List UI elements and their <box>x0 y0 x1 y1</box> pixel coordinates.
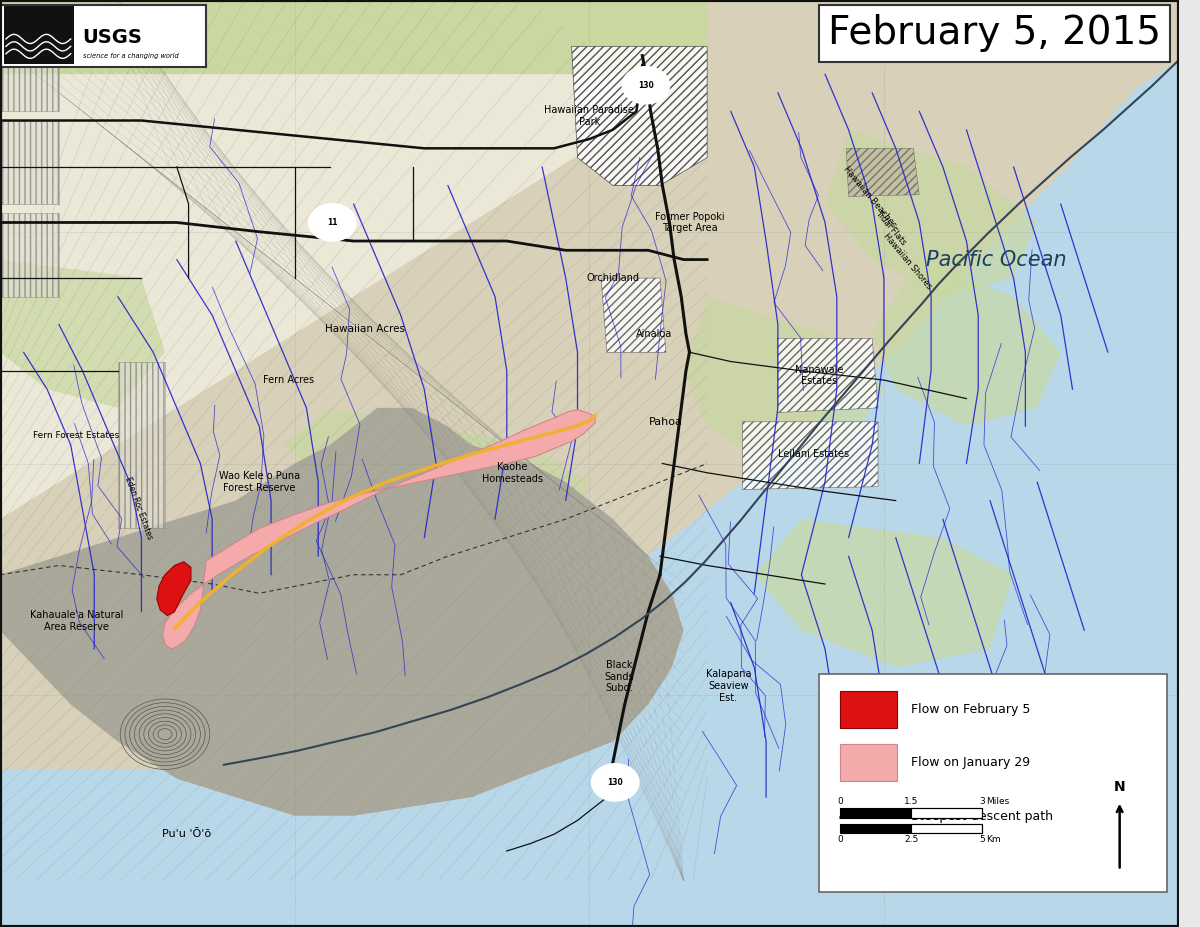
Bar <box>4 6 74 64</box>
Text: N: N <box>1114 781 1126 794</box>
Text: Pacific Ocean: Pacific Ocean <box>925 249 1067 270</box>
FancyBboxPatch shape <box>820 5 1170 62</box>
Polygon shape <box>0 260 166 408</box>
Polygon shape <box>826 130 1037 297</box>
Text: 2.5: 2.5 <box>904 835 918 844</box>
Text: Orchidland: Orchidland <box>587 273 640 283</box>
Bar <box>820 674 1166 892</box>
Text: Former Popoki
Target Area: Former Popoki Target Area <box>655 211 725 234</box>
Text: 11: 11 <box>328 218 337 227</box>
Polygon shape <box>846 148 919 197</box>
Text: Flow on January 29: Flow on January 29 <box>911 756 1030 769</box>
Polygon shape <box>163 410 595 649</box>
Bar <box>911 808 982 818</box>
Bar <box>840 824 982 833</box>
Text: Fern Forest Estates: Fern Forest Estates <box>34 431 120 440</box>
Text: Pahoa: Pahoa <box>649 417 683 426</box>
Text: Hawaiian Paradise
Park: Hawaiian Paradise Park <box>545 105 635 127</box>
Text: 3: 3 <box>979 797 985 806</box>
Text: Ainaloa: Ainaloa <box>636 329 672 338</box>
Polygon shape <box>0 408 684 816</box>
FancyBboxPatch shape <box>0 5 206 67</box>
Bar <box>840 824 911 833</box>
Text: 130: 130 <box>638 81 654 90</box>
Bar <box>0 121 59 204</box>
Polygon shape <box>743 422 878 489</box>
Text: 130: 130 <box>607 778 623 787</box>
Polygon shape <box>684 297 884 464</box>
Text: USGS: USGS <box>83 28 143 46</box>
Text: Kalapana
Seaview
Est.: Kalapana Seaview Est. <box>706 669 751 703</box>
Polygon shape <box>0 0 707 315</box>
Polygon shape <box>778 338 878 413</box>
Text: 0: 0 <box>838 797 844 806</box>
Text: Kahauale'a Natural
Area Reserve: Kahauale'a Natural Area Reserve <box>30 610 124 632</box>
Text: 1.5: 1.5 <box>904 797 918 806</box>
Text: Hawaiian Acres: Hawaiian Acres <box>325 324 406 334</box>
Circle shape <box>592 764 638 801</box>
Circle shape <box>623 67 670 104</box>
Text: science for a changing world: science for a changing world <box>83 53 179 58</box>
Circle shape <box>308 204 356 241</box>
Text: Km: Km <box>986 835 1001 844</box>
Text: 0: 0 <box>838 835 844 844</box>
Bar <box>911 824 982 833</box>
Text: Leilani Estates: Leilani Estates <box>778 450 848 459</box>
Bar <box>840 808 911 818</box>
Text: Hawaiian Beaches: Hawaiian Beaches <box>841 164 898 229</box>
Text: Black
Sands
Subd.: Black Sands Subd. <box>604 660 634 693</box>
Text: Nanawale
Estates: Nanawale Estates <box>794 364 844 387</box>
Bar <box>840 691 896 728</box>
Polygon shape <box>0 0 1178 769</box>
Bar <box>0 213 59 297</box>
Polygon shape <box>571 46 707 185</box>
Text: Steepest-descent path: Steepest-descent path <box>911 810 1054 823</box>
Text: February 5, 2015: February 5, 2015 <box>828 15 1162 52</box>
Bar <box>0 28 59 111</box>
Text: Eden Roc Estates: Eden Roc Estates <box>124 476 155 540</box>
Bar <box>118 362 166 528</box>
Text: Miles: Miles <box>986 797 1009 806</box>
Bar <box>840 744 896 781</box>
Text: Pu'u 'Ō'ō: Pu'u 'Ō'ō <box>162 830 211 839</box>
Polygon shape <box>601 278 666 352</box>
Polygon shape <box>755 519 1014 667</box>
Polygon shape <box>872 260 1061 426</box>
Text: Fern Acres: Fern Acres <box>263 375 314 385</box>
Text: 5: 5 <box>979 835 985 844</box>
Polygon shape <box>0 74 648 519</box>
Text: Hawaiian Shores: Hawaiian Shores <box>882 232 934 291</box>
Text: Tidal Flats: Tidal Flats <box>874 209 908 248</box>
Text: Flow on February 5: Flow on February 5 <box>911 703 1031 716</box>
Text: Wao Kele o Puna
Forest Reserve: Wao Kele o Puna Forest Reserve <box>218 471 300 493</box>
Polygon shape <box>157 562 191 616</box>
Text: Kaohe
Homesteads: Kaohe Homesteads <box>482 462 544 484</box>
Polygon shape <box>283 408 589 556</box>
Bar <box>840 808 982 818</box>
